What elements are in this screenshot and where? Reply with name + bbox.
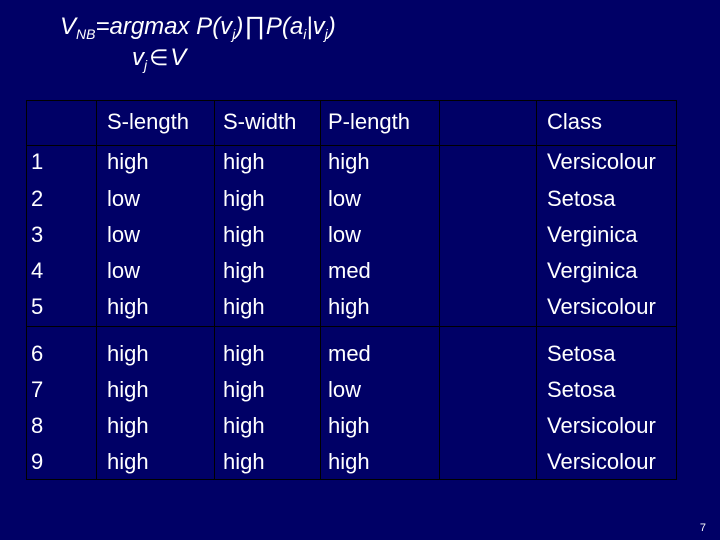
- table-column-divider: [26, 100, 27, 480]
- table-cell-p-length: high: [328, 449, 370, 474]
- page-number: 7: [699, 522, 706, 534]
- table-header-p-length: P-length: [328, 109, 410, 134]
- table-cell-s-length: high: [107, 377, 149, 402]
- table-cell-class: Setosa: [547, 341, 616, 366]
- table-cell-s-length: low: [107, 258, 141, 283]
- table-cell-s-width: high: [223, 341, 265, 366]
- table-cell-row-index: 6: [31, 341, 44, 366]
- table-cell-s-length: high: [107, 341, 149, 366]
- table-column-divider: [439, 100, 440, 480]
- table-row-divider: [26, 326, 676, 327]
- formula-text-e: ): [327, 13, 336, 40]
- table-row-divider: [26, 479, 676, 480]
- table-cell-s-width: high: [223, 258, 265, 283]
- data-table: S-length S-width P-length Class 1 high high hig…: [26, 100, 677, 480]
- formula-subscript-j: j: [232, 26, 236, 42]
- table-cell-s-width: high: [223, 149, 265, 174]
- table-column-divider: [214, 100, 215, 480]
- table-cell-row-index: 5: [31, 294, 44, 319]
- formula-line2-subscript: j: [144, 57, 148, 73]
- table-cell-p-length: med: [328, 341, 371, 366]
- formula-text-d: |v: [306, 13, 325, 40]
- table-cell-s-width: high: [223, 294, 265, 319]
- formula-lhs: V: [60, 13, 77, 40]
- formula-text-a: =argmax P(v: [95, 13, 233, 40]
- formula: VNB=argmax P(vj)∏P(ai|vj) vj∈V: [60, 12, 336, 73]
- table-cell-class: Setosa: [547, 377, 616, 402]
- element-of-symbol: ∈: [149, 45, 169, 70]
- table-cell-row-index: 9: [31, 449, 44, 474]
- table-cell-row-index: 8: [31, 413, 44, 438]
- formula-subscript-i: i: [303, 26, 307, 42]
- table-cell-p-length: high: [328, 413, 370, 438]
- table-cell-p-length: med: [328, 258, 371, 283]
- table-cell-s-width: high: [223, 222, 265, 247]
- table-cell-row-index: 1: [31, 149, 44, 174]
- table-cell-s-length: high: [107, 294, 149, 319]
- table-cell-class: Versicolour: [547, 449, 656, 474]
- table-header-class: Class: [547, 109, 603, 134]
- table-cell-class: Versicolour: [547, 413, 656, 438]
- formula-argmax-range: vj∈V: [132, 44, 187, 73]
- table-column-divider: [96, 100, 97, 480]
- table-cell-s-length: high: [107, 449, 149, 474]
- table-cell-p-length: high: [328, 149, 370, 174]
- table-cell-s-width: high: [223, 413, 265, 438]
- table-cell-p-length: low: [328, 222, 362, 247]
- table-cell-row-index: 2: [31, 186, 44, 211]
- table-cell-s-length: low: [107, 186, 141, 211]
- table-cell-class: Versicolour: [547, 149, 656, 174]
- formula-text-c: P(a: [265, 13, 304, 40]
- product-symbol: ∏: [244, 12, 265, 40]
- table-cell-class: Verginica: [547, 222, 638, 247]
- table-cell-class: Versicolour: [547, 294, 656, 319]
- table-cell-s-width: high: [223, 377, 265, 402]
- formula-lhs-subscript: NB: [76, 26, 96, 42]
- table-cell-class: Verginica: [547, 258, 638, 283]
- table-column-divider: [676, 100, 677, 480]
- table-cell-class: Setosa: [547, 186, 616, 211]
- table-column-divider: [536, 100, 537, 480]
- formula-text-b: ): [235, 13, 244, 40]
- table-cell-p-length: low: [328, 186, 362, 211]
- table-cell-p-length: high: [328, 294, 370, 319]
- formula-line2-v: v: [132, 44, 144, 71]
- table-cell-s-width: high: [223, 186, 265, 211]
- table-column-divider: [320, 100, 321, 480]
- table-cell-p-length: low: [328, 377, 362, 402]
- table-cell-row-index: 3: [31, 222, 44, 247]
- table-cell-row-index: 7: [31, 377, 44, 402]
- table-cell-s-length: high: [107, 149, 149, 174]
- table-row-divider: [26, 100, 676, 101]
- formula-line2-set: V: [170, 44, 187, 71]
- table-cell-s-length: high: [107, 413, 149, 438]
- table-header-s-width: S-width: [223, 109, 297, 134]
- table-row-divider: [26, 145, 676, 146]
- table-header-s-length: S-length: [107, 109, 189, 134]
- table-cell-s-width: high: [223, 449, 265, 474]
- formula-subscript-j2: j: [324, 26, 328, 42]
- table-cell-s-length: low: [107, 222, 141, 247]
- table-cell-row-index: 4: [31, 258, 44, 283]
